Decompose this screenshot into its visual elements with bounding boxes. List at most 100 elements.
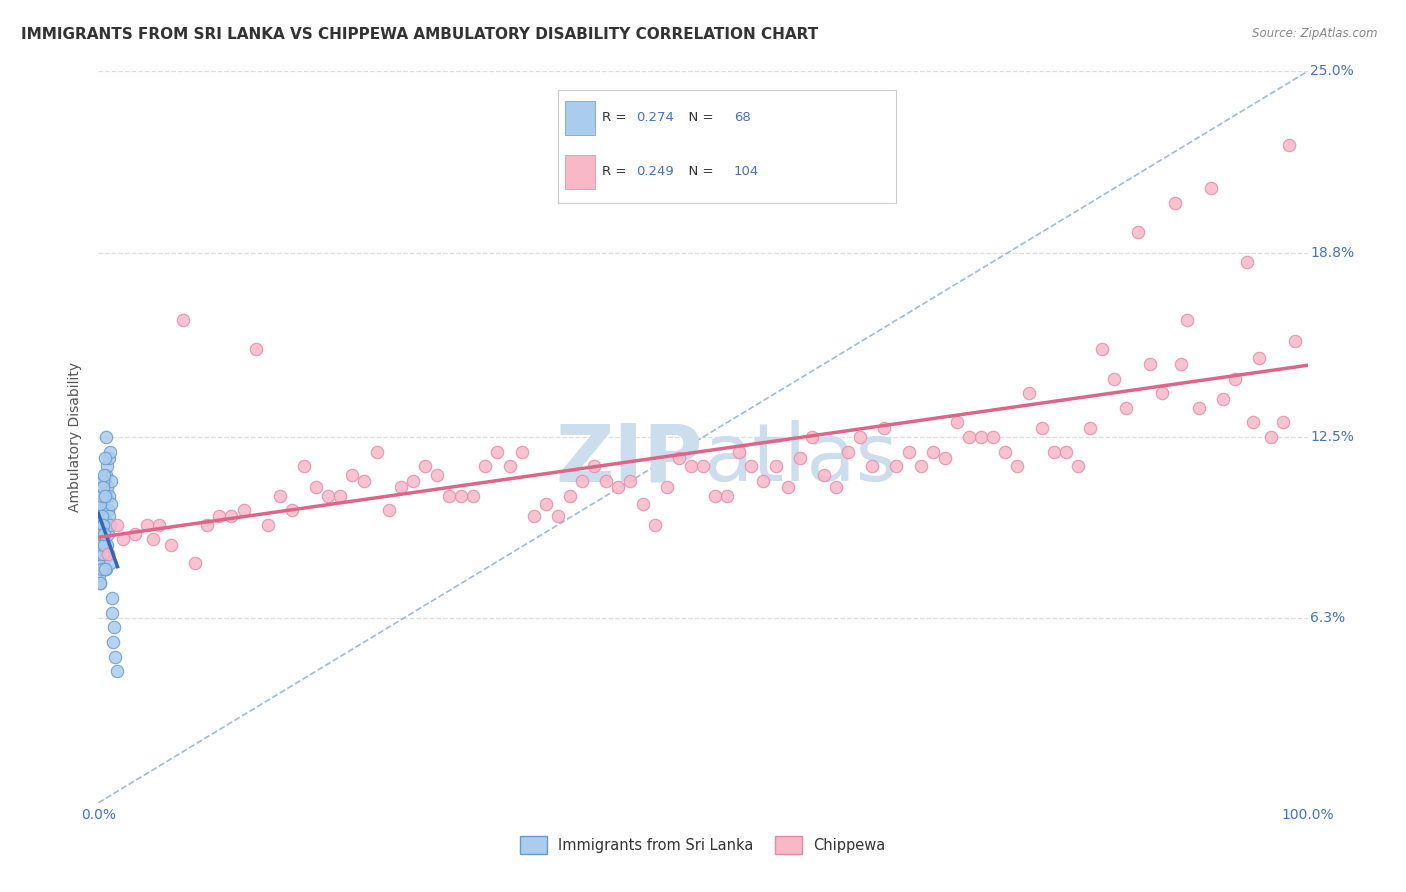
Point (195, 517, 218, 532)
Point (583, 459, 606, 474)
Point (90, 526, 112, 541)
Point (1163, 196, 1185, 211)
Point (89, 547, 111, 561)
Point (96, 538, 118, 552)
Point (728, 444, 751, 458)
Point (89, 567, 111, 582)
Point (94, 474, 117, 488)
Point (595, 474, 617, 488)
Point (1128, 225, 1150, 239)
Point (98, 489, 121, 503)
Point (679, 459, 702, 474)
Point (103, 620, 125, 634)
Point (860, 459, 883, 474)
Point (292, 459, 315, 474)
Point (498, 459, 520, 474)
Point (534, 497, 557, 511)
Point (765, 459, 787, 474)
Point (1042, 444, 1064, 458)
Point (994, 444, 1017, 458)
Point (97, 450, 120, 465)
Point (353, 474, 375, 488)
Point (1260, 430, 1282, 444)
Point (98, 556, 121, 570)
Point (389, 480, 412, 494)
Point (981, 430, 1004, 444)
Point (104, 649, 127, 664)
Point (910, 459, 932, 474)
Point (90, 517, 112, 532)
Point (94, 430, 117, 444)
Point (873, 421, 896, 435)
Text: atlas: atlas (703, 420, 897, 498)
Point (245, 343, 267, 357)
Point (105, 664, 128, 678)
Point (316, 489, 339, 503)
Point (93, 517, 115, 532)
Point (96, 517, 118, 532)
Point (558, 489, 581, 503)
Point (1223, 371, 1246, 385)
Point (1115, 401, 1137, 415)
Point (91, 556, 114, 570)
Point (1091, 343, 1114, 357)
Point (849, 430, 872, 444)
Point (97, 503, 120, 517)
Legend: Immigrants from Sri Lanka, Chippewa: Immigrants from Sri Lanka, Chippewa (513, 829, 893, 862)
Point (957, 430, 980, 444)
Text: ZIP: ZIP (555, 420, 703, 498)
Point (789, 450, 811, 465)
Point (98, 509, 121, 524)
Point (90, 538, 112, 552)
Point (94, 450, 117, 465)
Point (100, 497, 122, 511)
Point (90, 509, 112, 524)
Point (1278, 137, 1301, 152)
Point (571, 474, 593, 488)
Point (1199, 181, 1222, 195)
Point (946, 416, 969, 430)
Point (1152, 386, 1174, 401)
Point (970, 430, 993, 444)
Point (256, 517, 278, 532)
Point (96, 459, 118, 474)
Text: IMMIGRANTS FROM SRI LANKA VS CHIPPEWA AMBULATORY DISABILITY CORRELATION CHART: IMMIGRANTS FROM SRI LANKA VS CHIPPEWA AM… (21, 27, 818, 42)
Point (825, 480, 848, 494)
Point (184, 556, 207, 570)
Text: 12.5%: 12.5% (1310, 430, 1354, 444)
Point (752, 474, 775, 488)
Point (1212, 392, 1234, 406)
Point (607, 480, 630, 494)
Point (655, 480, 678, 494)
Point (437, 489, 460, 503)
Point (1236, 254, 1258, 268)
Text: 6.3%: 6.3% (1310, 612, 1346, 625)
Point (921, 444, 943, 458)
Point (93, 480, 115, 494)
Point (91, 547, 114, 561)
Point (692, 459, 714, 474)
Point (221, 509, 243, 524)
Point (142, 533, 165, 547)
Point (510, 444, 533, 458)
Point (93, 526, 115, 541)
Point (1139, 357, 1161, 371)
Point (474, 459, 496, 474)
Point (87, 547, 110, 561)
Point (208, 509, 231, 524)
Point (89, 533, 111, 547)
Point (413, 459, 436, 474)
Point (97, 526, 120, 541)
Point (740, 459, 762, 474)
Point (89, 576, 111, 591)
Point (1249, 351, 1271, 365)
Point (90, 497, 112, 511)
Point (94, 509, 117, 524)
Point (93, 538, 115, 552)
Point (89, 503, 111, 517)
Point (91, 533, 114, 547)
Point (716, 489, 738, 503)
Point (93, 538, 115, 552)
Point (172, 313, 194, 327)
Point (124, 526, 146, 541)
